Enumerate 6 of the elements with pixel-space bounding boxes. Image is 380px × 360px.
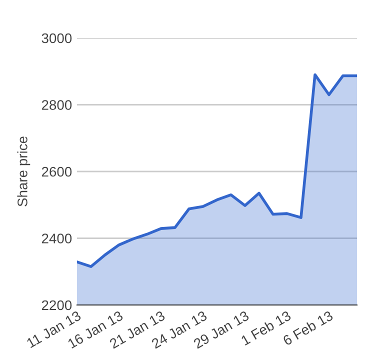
y-axis-title: Share price [17,136,30,206]
y-tick-label: 2600 [42,166,72,177]
y-tick-label: 2400 [42,234,72,244]
y-tick-label: 2800 [42,100,72,110]
y-tick-label: 2200 [42,300,72,310]
y-tick-label: 3000 [42,33,72,44]
